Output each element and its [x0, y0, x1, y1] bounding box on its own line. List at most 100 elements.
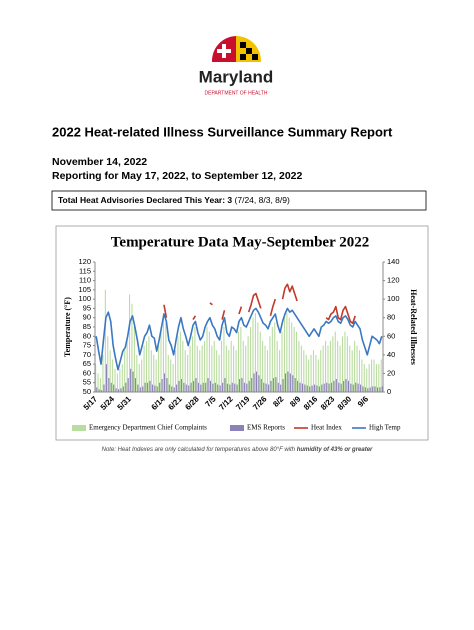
logo-check [246, 48, 252, 54]
bar [139, 387, 141, 392]
note-emphasis: humidity of 43% or greater [297, 447, 373, 453]
bar [250, 327, 252, 392]
bar [231, 382, 233, 392]
bar [234, 383, 236, 392]
bar [357, 383, 359, 392]
bar [102, 354, 104, 392]
bar [300, 345, 302, 392]
bar [105, 364, 107, 392]
report-period: Reporting for May 17, 2022, to September… [52, 170, 303, 182]
bar [240, 327, 242, 392]
bar [190, 382, 192, 392]
y2-tick-label: 100 [387, 294, 400, 303]
bar [205, 382, 207, 392]
bar [193, 380, 195, 392]
bar [364, 387, 366, 392]
bar [147, 382, 149, 392]
bar [311, 385, 313, 392]
bar [305, 354, 307, 392]
bar [333, 380, 335, 392]
bar [207, 378, 209, 392]
bar [209, 380, 212, 392]
bar [350, 383, 352, 392]
bar [321, 384, 323, 392]
bar [168, 384, 170, 392]
bar [189, 345, 191, 392]
y2-tick-label: 140 [387, 257, 400, 266]
bar [251, 378, 253, 392]
bar [222, 382, 224, 392]
bar [306, 385, 308, 392]
bar [163, 373, 166, 392]
bar [98, 389, 100, 392]
bar [219, 385, 221, 392]
bar [194, 327, 196, 392]
bar [372, 386, 374, 392]
bar [362, 386, 364, 392]
bar [235, 350, 237, 392]
bar [206, 327, 208, 392]
bar [293, 327, 295, 392]
bar [334, 331, 336, 392]
bar [344, 331, 346, 392]
y2-tick-label: 0 [387, 387, 391, 396]
bar [268, 384, 270, 392]
bar [265, 383, 267, 392]
org-name: Maryland [199, 67, 274, 86]
bar [228, 350, 230, 392]
bar [166, 378, 168, 392]
bar [180, 379, 183, 392]
bar [247, 336, 249, 392]
bar [312, 350, 315, 392]
bar [279, 350, 281, 392]
y-tick-label: 110 [79, 276, 91, 285]
bar [114, 368, 116, 392]
legend-label: Emergency Department Chief Complaints [89, 424, 207, 432]
bar [271, 327, 273, 392]
bar [155, 359, 157, 392]
bar [154, 385, 156, 392]
bar [236, 384, 238, 392]
bar [282, 379, 284, 392]
bar [116, 373, 118, 392]
bar [95, 364, 97, 392]
bar [201, 345, 203, 392]
bar [159, 382, 161, 392]
bar [286, 313, 288, 392]
bar [178, 380, 180, 392]
line-series [95, 307, 383, 371]
bar [101, 390, 103, 392]
bar [356, 345, 358, 392]
bar [257, 322, 259, 392]
bar [263, 382, 265, 392]
bar [131, 303, 133, 392]
bar [374, 386, 376, 392]
bar [346, 336, 348, 392]
bar [308, 359, 310, 392]
chart-frame [55, 225, 429, 441]
bar [195, 378, 197, 392]
bar [108, 378, 110, 392]
bar [217, 384, 219, 392]
bar [199, 350, 201, 392]
y-tick-label: 100 [78, 294, 91, 303]
bar [241, 378, 243, 392]
y-tick-label: 105 [78, 285, 91, 294]
bar [280, 384, 282, 392]
bar [378, 364, 380, 392]
bar [339, 345, 341, 392]
bar [373, 359, 375, 392]
bar [138, 364, 140, 392]
bar [121, 364, 123, 392]
bar [149, 380, 151, 392]
bar [208, 331, 210, 392]
bar [153, 354, 155, 392]
bar [237, 331, 239, 392]
bar [349, 345, 351, 392]
bar [120, 388, 122, 392]
bar [183, 382, 185, 392]
bar [226, 383, 228, 392]
legend-label: EMS Reports [247, 424, 285, 432]
y-tick-label: 85 [83, 322, 91, 331]
bar [259, 331, 261, 392]
